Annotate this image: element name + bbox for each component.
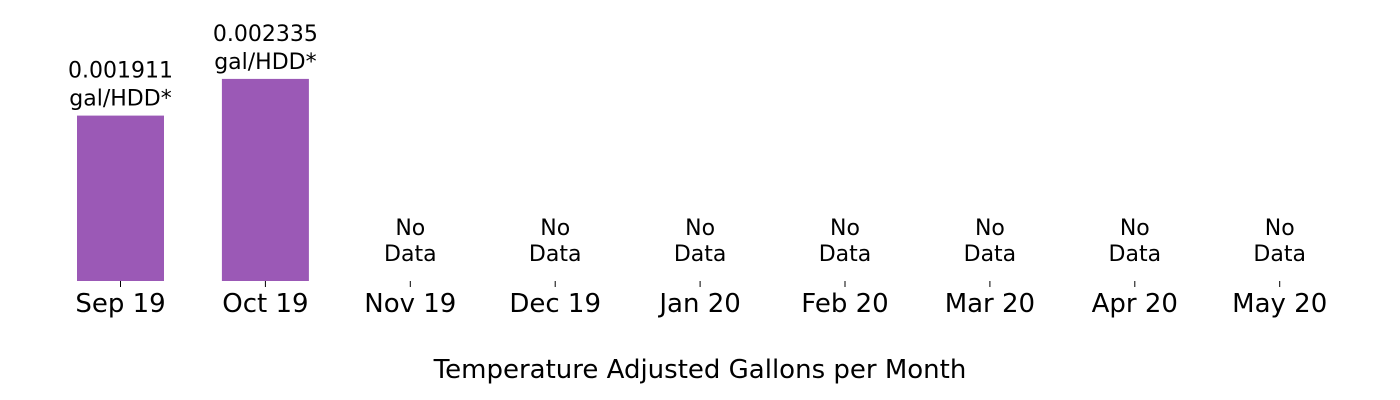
x-tick-label: Mar 20 xyxy=(945,289,1035,319)
no-data-label: No Data xyxy=(1109,216,1162,267)
no-data-label: No Data xyxy=(529,216,582,267)
x-ticks-group: Sep 19 Oct 19 Nov 19 Dec 19 Jan 20 Feb 20 Mar … xyxy=(75,281,1327,319)
bar-value-label: 0.002335 gal/HDD* xyxy=(213,22,318,75)
x-tick-label: Oct 19 xyxy=(222,289,308,319)
bar-sep-19 xyxy=(77,115,164,281)
x-tick-label: Apr 20 xyxy=(1092,289,1178,319)
x-tick-label: Feb 20 xyxy=(801,289,888,319)
x-tick-label: Sep 19 xyxy=(75,289,165,319)
no-data-label: No Data xyxy=(384,216,437,267)
no-data-label: No Data xyxy=(964,216,1017,267)
x-tick-label: Dec 19 xyxy=(509,289,601,319)
x-tick-label: Nov 19 xyxy=(364,289,456,319)
no-data-label: No Data xyxy=(819,216,872,267)
no-data-label: No Data xyxy=(1253,216,1306,267)
bar-oct-19 xyxy=(221,78,309,281)
x-tick-label: Jan 20 xyxy=(657,289,740,319)
bar-value-label: 0.001911 gal/HDD* xyxy=(68,59,173,112)
bars-group xyxy=(77,78,309,281)
x-axis-title: Temperature Adjusted Gallons per Month xyxy=(433,355,967,385)
bar-labels-group: 0.001911 gal/HDD* 0.002335 gal/HDD* No Data No… xyxy=(68,22,1306,267)
x-tick-label: May 20 xyxy=(1232,289,1327,319)
no-data-label: No Data xyxy=(674,216,727,267)
